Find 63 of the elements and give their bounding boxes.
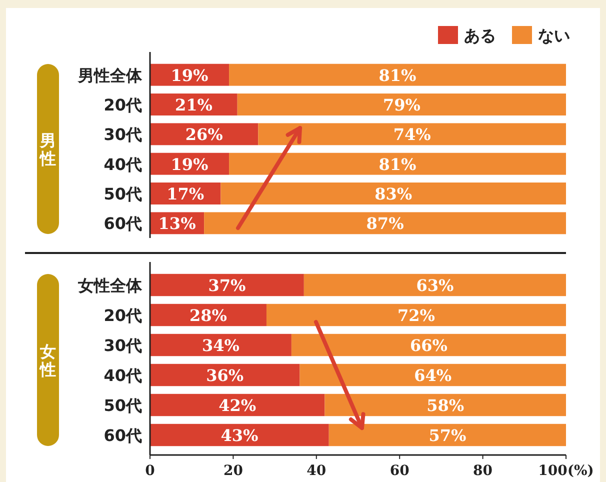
bar bbox=[266, 304, 566, 326]
y-tick-label: 女性全体 bbox=[77, 276, 143, 295]
x-tick-label: 20 bbox=[223, 463, 244, 479]
data-label: 72% bbox=[398, 306, 435, 325]
data-label: 66% bbox=[410, 336, 448, 355]
data-label: 36% bbox=[206, 366, 244, 385]
data-label: 34% bbox=[202, 336, 240, 355]
data-label: 57% bbox=[428, 426, 466, 445]
data-label: 17% bbox=[166, 184, 204, 204]
data-label: 19% bbox=[170, 154, 208, 174]
x-tick-label: 100(%) bbox=[538, 463, 594, 479]
bar bbox=[300, 364, 566, 386]
data-label: 21% bbox=[174, 96, 212, 114]
y-axis-title: 女性 bbox=[39, 342, 56, 379]
legend-label: ない bbox=[538, 26, 570, 45]
bar bbox=[291, 334, 566, 356]
x-tick-label: 80 bbox=[473, 463, 493, 479]
data-label: 83% bbox=[374, 184, 412, 204]
y-tick-label: 40代 bbox=[104, 154, 142, 174]
bar bbox=[150, 334, 292, 356]
y-tick-label: 20代 bbox=[104, 96, 142, 114]
bar bbox=[328, 424, 566, 446]
data-label: 87% bbox=[366, 214, 404, 234]
data-label: 81% bbox=[378, 154, 416, 174]
data-label: 37% bbox=[208, 276, 246, 295]
y-tick-label: 50代 bbox=[104, 396, 142, 415]
x-tick-label: 60 bbox=[390, 463, 410, 479]
data-label: 13% bbox=[158, 214, 196, 234]
bar bbox=[150, 364, 300, 386]
bar bbox=[150, 274, 304, 296]
y-tick-label: 60代 bbox=[104, 426, 142, 445]
bar bbox=[150, 424, 329, 446]
data-label: 64% bbox=[414, 366, 452, 385]
bar bbox=[220, 182, 566, 204]
legend-label: ある bbox=[464, 26, 496, 45]
data-label: 28% bbox=[190, 306, 227, 325]
bar bbox=[229, 64, 566, 86]
x-tick-label: 0 bbox=[145, 463, 156, 479]
data-label: 26% bbox=[185, 125, 223, 144]
data-label: 74% bbox=[393, 125, 431, 144]
data-label: 43% bbox=[220, 426, 258, 445]
data-label: 42% bbox=[218, 396, 256, 415]
bar bbox=[229, 152, 566, 175]
bar bbox=[258, 123, 566, 146]
bar bbox=[237, 94, 566, 116]
data-label: 19% bbox=[170, 66, 208, 85]
bar bbox=[324, 394, 566, 416]
data-label: 81% bbox=[378, 66, 416, 85]
y-tick-label: 男性全体 bbox=[77, 66, 143, 85]
y-tick-label: 50代 bbox=[104, 184, 142, 204]
bar bbox=[150, 394, 325, 416]
data-label: 58% bbox=[426, 396, 464, 415]
data-label: 63% bbox=[416, 276, 454, 295]
bar bbox=[304, 274, 566, 296]
x-tick-label: 40 bbox=[306, 463, 326, 479]
bar bbox=[204, 212, 566, 234]
data-label: 79% bbox=[382, 96, 420, 114]
y-axis-title: 男性 bbox=[39, 131, 56, 168]
y-tick-label: 30代 bbox=[104, 125, 142, 144]
y-tick-label: 40代 bbox=[104, 366, 142, 385]
y-tick-label: 20代 bbox=[104, 306, 142, 325]
y-tick-label: 30代 bbox=[104, 336, 142, 355]
y-tick-label: 60代 bbox=[104, 214, 142, 234]
